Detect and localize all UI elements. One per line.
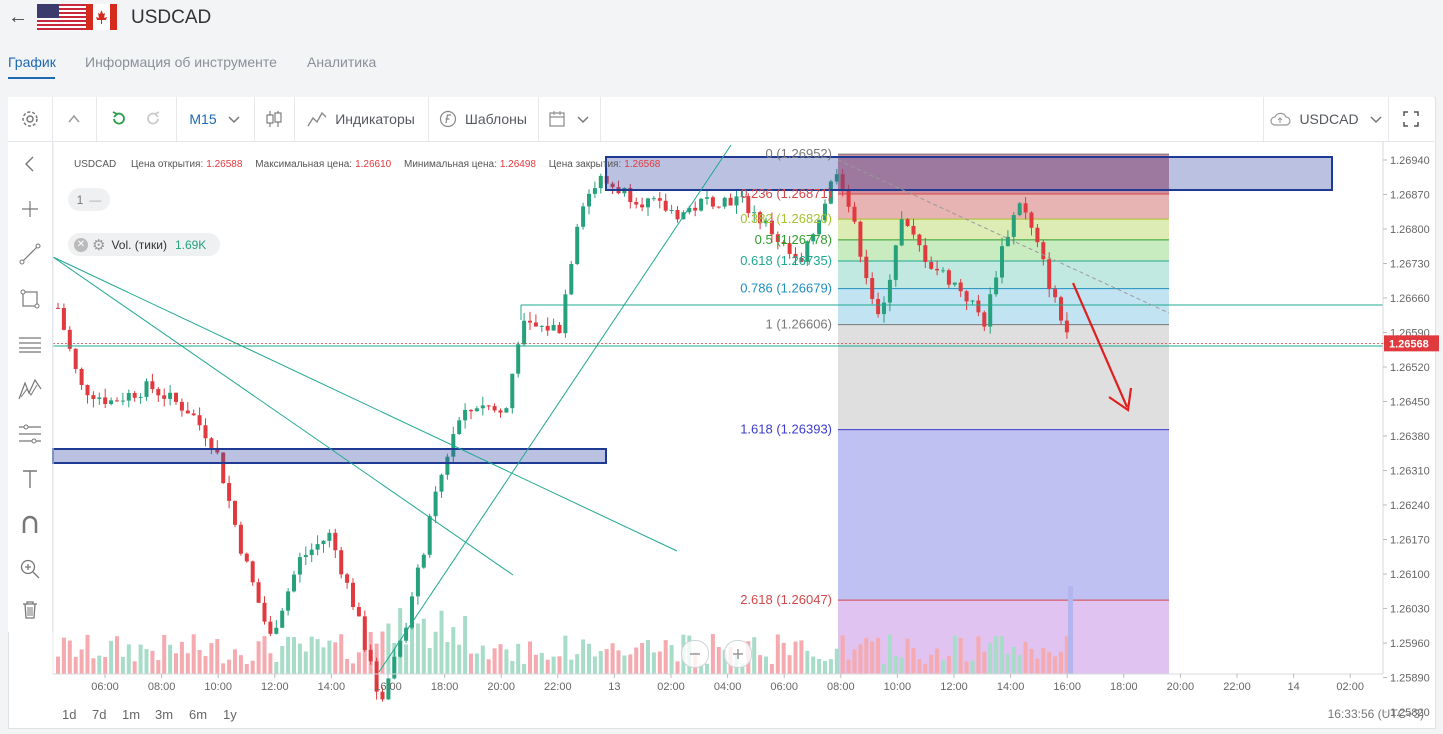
magnet-icon <box>22 515 38 533</box>
crosshair-tool[interactable] <box>8 187 52 231</box>
templates-label: Шаблоны <box>465 111 527 127</box>
cloud-icon <box>1270 112 1292 126</box>
zoom-in-icon <box>733 649 743 659</box>
top-header: ← USDCAD <box>0 0 1443 40</box>
open-value: 1.26588 <box>206 159 243 170</box>
ohlc-info: USDCAD Цена открытия: 1.26588 Максимальна… <box>74 159 670 170</box>
undo-redo-group <box>96 97 177 141</box>
crosshair-icon <box>22 201 38 217</box>
horizontal-lines-tool[interactable] <box>8 322 52 366</box>
back-arrow-icon[interactable]: ← <box>8 6 28 28</box>
pane-count: 1 <box>76 192 84 207</box>
range-3m[interactable]: 3m <box>155 707 174 722</box>
line-tool[interactable] <box>8 232 52 276</box>
gear-icon <box>22 111 38 127</box>
rectangle-tool-icon <box>20 289 40 309</box>
candles-icon <box>266 111 282 127</box>
templates-button[interactable]: Шаблоны <box>428 97 539 141</box>
usa-flag-icon <box>37 4 86 30</box>
volume-indicator-pill[interactable]: ✕ ⚙ Vol. (тики) 1.69K <box>68 233 220 256</box>
ohlc-symbol: USDCAD <box>74 159 117 170</box>
text-tool-icon <box>23 470 37 488</box>
close-label: Цена закрытия: <box>548 159 622 170</box>
rectangle-tool[interactable] <box>8 277 52 321</box>
pattern-tool-icon <box>18 378 42 400</box>
range-6m[interactable]: 6m <box>189 707 208 722</box>
indicators-label: Индикаторы <box>335 111 415 127</box>
pane-count-pill[interactable]: 1 — <box>68 188 110 211</box>
zoom-out-button[interactable] <box>681 640 709 668</box>
zoom-out-icon <box>690 653 700 655</box>
trash-icon <box>23 601 37 619</box>
zoom-icon <box>20 559 40 579</box>
range-1d[interactable]: 1d <box>62 707 77 722</box>
chevron-down-icon <box>577 116 589 124</box>
text-tool[interactable] <box>8 457 52 501</box>
range-bar: 1d 7d 1m 3m 6m 1y 16:33:56 (UTC+3) <box>52 700 1434 726</box>
canada-flag-icon <box>86 4 117 30</box>
templates-icon <box>439 110 457 128</box>
volume-value: 1.69K <box>174 237 207 252</box>
settings-button[interactable] <box>8 97 53 141</box>
instrument-select-value: USDCAD <box>1299 111 1359 127</box>
close-value: 1.26568 <box>624 159 661 170</box>
collapse-tools-button[interactable] <box>8 142 52 186</box>
collapse-arrow-icon <box>25 156 34 172</box>
magnet-tool[interactable] <box>8 502 52 546</box>
chart-type-button[interactable] <box>254 97 295 141</box>
indicators-button[interactable]: Индикаторы <box>294 97 429 141</box>
timeframe-select[interactable]: M15 <box>176 97 255 141</box>
zoom-in-button[interactable] <box>724 640 752 668</box>
high-label: Максимальная цена: <box>255 159 353 170</box>
low-label: Минимальная цена: <box>404 159 497 170</box>
timeframe-value: M15 <box>189 111 217 127</box>
indicators-icon <box>307 111 327 127</box>
gear-icon[interactable]: ⚙ <box>92 236 106 254</box>
calendar-button[interactable] <box>538 97 601 141</box>
calendar-icon <box>549 111 565 127</box>
high-value: 1.26610 <box>355 159 392 170</box>
range-7d[interactable]: 7d <box>92 707 107 722</box>
delete-drawings-button[interactable] <box>8 588 52 632</box>
undo-icon[interactable] <box>109 109 129 129</box>
active-tab-indicator <box>8 77 55 79</box>
volume-label: Vol. (тики) <box>111 237 167 252</box>
pattern-tool[interactable] <box>8 367 52 411</box>
horizontal-lines-icon <box>19 337 41 353</box>
chart-panel <box>8 97 1436 729</box>
close-circle-icon[interactable]: ✕ <box>74 237 88 252</box>
minus-icon: — <box>89 192 102 207</box>
drawing-toolbar <box>8 142 53 632</box>
low-value: 1.26498 <box>499 159 536 170</box>
instrument-select[interactable]: USDCAD <box>1263 97 1389 141</box>
chevron-up-icon <box>68 114 80 123</box>
chevron-down-icon <box>1370 116 1382 124</box>
fullscreen-icon <box>1403 111 1419 127</box>
range-1y[interactable]: 1y <box>223 707 237 722</box>
collapse-button[interactable] <box>52 97 97 141</box>
chevron-down-icon <box>228 116 240 124</box>
range-1m[interactable]: 1m <box>122 707 141 722</box>
fullscreen-button[interactable] <box>1388 97 1434 141</box>
tab-instrument-info[interactable]: Информация об инструменте <box>85 54 277 70</box>
fib-tool[interactable] <box>8 412 52 456</box>
fib-tool-icon <box>19 424 41 444</box>
tab-bar: График Информация об инструменте Аналити… <box>0 44 1443 84</box>
zoom-tool[interactable] <box>8 547 52 591</box>
tab-chart[interactable]: График <box>8 54 56 70</box>
redo-icon[interactable] <box>143 109 163 129</box>
chart-toolbar: M15 Индикаторы Шаблоны USDCAD <box>8 97 1434 142</box>
server-clock: 16:33:56 (UTC+3) <box>1327 707 1424 721</box>
open-label: Цена открытия: <box>131 159 204 170</box>
line-tool-icon <box>19 243 41 265</box>
instrument-title: USDCAD <box>131 7 212 28</box>
tab-analytics[interactable]: Аналитика <box>307 54 377 70</box>
